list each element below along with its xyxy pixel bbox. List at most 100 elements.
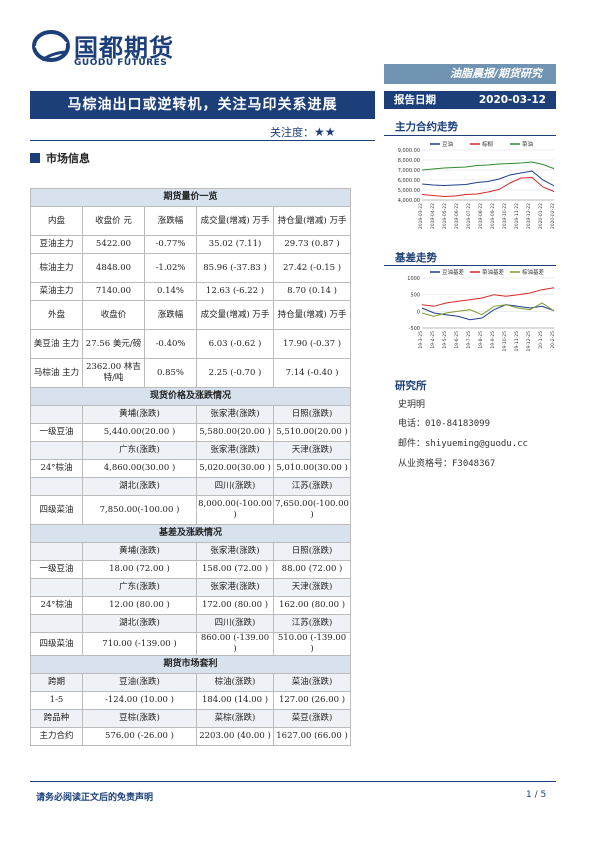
table-cell: 张家港(涨跌): [196, 441, 274, 460]
table-cell: 主力合约: [30, 727, 83, 746]
basis-chart-title: 基差走势: [395, 252, 437, 264]
divider: [30, 781, 556, 782]
table-section-title: 期货市场套利: [29, 655, 352, 674]
table-cell: 88.00 (72.00 ): [272, 560, 352, 579]
analyst-phone: 电话：010-84183099: [398, 419, 491, 429]
report-date-bar: 报告日期 2020-03-12: [384, 91, 556, 109]
table-cell: 黄埔(涨跌): [82, 542, 197, 561]
table-row: 广东(涨跌) 张家港(涨跌) 天津(涨跌): [30, 441, 352, 460]
x-tick-label: 19-12-25: [526, 331, 532, 352]
table-cell: 天津(涨跌): [272, 578, 352, 597]
table-cell: 美豆油 主力: [30, 329, 83, 359]
table-cell: 24°棕油: [30, 459, 83, 478]
table-cell: 8,000.00(-100.00 ): [196, 495, 274, 525]
x-tick-label: 2019-06-22: [454, 203, 460, 229]
legend-label: 棕榈: [482, 140, 494, 148]
table-cell: 湖北(涨跌): [82, 477, 197, 496]
table-cell: 24°棕油: [30, 596, 83, 615]
table-cell: 一级豆油: [30, 423, 83, 442]
attention-label: 关注度：: [270, 126, 314, 139]
y-tick-label: 0: [417, 309, 420, 315]
series-line-1: [421, 287, 555, 307]
section-title: 市场信息: [46, 152, 90, 165]
x-tick-label: 19-6-25: [454, 331, 460, 349]
table-cell: 7,650.00(-100.00 ): [272, 495, 352, 525]
legend-label: 豆油: [442, 140, 454, 148]
x-tick-label: 19-9-25: [490, 331, 496, 349]
table-cell: 黄埔(涨跌): [82, 405, 197, 424]
table-cell: 7.14 (-0.40 ): [272, 358, 352, 388]
table-cell: 江苏(涨跌): [272, 477, 352, 496]
table-cell: 576.00 (-26.00 ): [82, 727, 197, 746]
x-tick-label: 2020-01-22: [538, 203, 544, 229]
divider: [384, 265, 556, 266]
table-cell: 菜豆(涨跌): [272, 709, 352, 728]
table-cell: 广东(涨跌): [82, 578, 197, 597]
table-cell: [30, 441, 83, 460]
table-cell: 涨跌幅: [144, 300, 197, 330]
table-cell: 豆棕(涨跌): [82, 709, 197, 728]
table-row: 外盘 收盘价 涨跌幅 成交量(增减) 万手 持仓量(增减) 万手: [30, 300, 352, 330]
table-cell: 江苏(涨跌): [272, 614, 352, 633]
series-line-0: [421, 170, 555, 187]
x-tick-label: 2019-09-22: [490, 203, 496, 229]
table-cell: 豆油主力: [30, 235, 83, 254]
x-tick-label: 19-3-25: [418, 331, 424, 349]
x-tick-label: 19-5-25: [442, 331, 448, 349]
table-cell: 5,440.00(20.00 ): [82, 423, 197, 442]
legend-label: 菜油: [522, 140, 534, 148]
x-tick-label: 2019-10-22: [502, 203, 508, 229]
table-row: 湖北(涨跌) 四川(涨跌) 江苏(涨跌): [30, 477, 352, 496]
table-cell: 184.00 (14.00 ): [196, 691, 274, 710]
table-cell: 0.85%: [144, 358, 197, 388]
table-cell: 27.42 (-0.15 ): [272, 253, 352, 283]
y-tick-label: 6,000.00: [398, 178, 420, 184]
research-title: 研究所: [395, 380, 427, 392]
legend-label: 棕油基差: [522, 268, 545, 276]
y-tick-label: 4,000.00: [398, 198, 420, 204]
market-table: 期货量价一览 内盘 收盘价 元涨跌幅 成交量(增减) 万手 持仓量(增减) 万手 豆油主力…: [29, 188, 352, 746]
report-tag: 油脂晨报/期货研究: [384, 64, 556, 84]
table-cell: 四川(涨跌): [196, 477, 274, 496]
table-cell: 马棕油 主力: [30, 358, 83, 388]
table-row: 跨期 豆油(涨跌) 棕油(涨跌) 菜油(涨跌): [30, 673, 352, 692]
x-tick-label: 2019-12-22: [526, 203, 532, 229]
y-tick-label: 8,000.00: [398, 158, 420, 164]
main-contract-chart: 9,000.00 8,000.00 7,000.00 6,000.00 5,000.00…: [398, 140, 556, 229]
table-cell: 127.00 (26.00 ): [272, 691, 352, 710]
table-cell: -124.00 (10.00 ): [82, 691, 197, 710]
series-line-0: [421, 304, 555, 321]
table-cell: [30, 542, 83, 561]
date-label: 报告日期: [394, 94, 436, 106]
table-cell: 张家港(涨跌): [196, 405, 274, 424]
table-cell: [30, 477, 83, 496]
x-tick-label: 2019-07-22: [466, 203, 472, 229]
table-cell: 27.56 美元/磅: [82, 329, 145, 359]
table-cell: 豆油(涨跌): [82, 673, 197, 692]
table-cell: 1-5: [30, 691, 83, 710]
table-cell: 6.03 (-0.62 ): [196, 329, 274, 359]
table-cell: 收盘价: [82, 300, 145, 330]
table-cell: 张家港(涨跌): [196, 542, 274, 561]
table-cell: -0.40%: [144, 329, 197, 359]
table-row: 四级菜油 710.00 (-139.00 ) 860.00 (-139.00 ) 51…: [30, 632, 352, 656]
table-section-title: 基差及涨跌情况: [29, 524, 352, 543]
table-row: 内盘 收盘价 元涨跌幅 成交量(增减) 万手 持仓量(增减) 万手: [30, 206, 352, 236]
table-row: 主力合约 576.00 (-26.00 ) 2203.00 (40.00 ) 1627…: [30, 727, 352, 746]
table-row: 四级菜油 7,850.00(-100.00 ) 8,000.00(-100.00 )…: [30, 495, 352, 525]
analyst-email: 邮件：shiyueming@guodu.cc: [398, 439, 528, 449]
y-tick-label: 9,000.00: [398, 148, 420, 154]
table-row: 一级豆油 18.00 (72.00 ) 158.00 (72.00 ) 88.00 (…: [30, 560, 352, 579]
table-cell: 4,860.00(30.00 ): [82, 459, 197, 478]
star-icon: ★★: [314, 125, 336, 139]
analyst-license: 从业资格号：F3048367: [398, 459, 496, 469]
x-tick-label: 19-11-25: [514, 331, 520, 352]
x-tick-label: 2019-04-22: [430, 203, 436, 229]
report-title: 马棕油出口或逆转机，关注马印关系进展: [30, 91, 375, 119]
table-cell: 持仓量(增减) 万手: [272, 206, 352, 236]
table-cell: 710.00 (-139.00 ): [82, 632, 197, 656]
table-cell: 85.96 (-37.83 ): [196, 253, 274, 283]
table-cell: 日照(涨跌): [272, 542, 352, 561]
divider: [30, 140, 375, 141]
x-tick-label: 19-8-25: [478, 331, 484, 349]
